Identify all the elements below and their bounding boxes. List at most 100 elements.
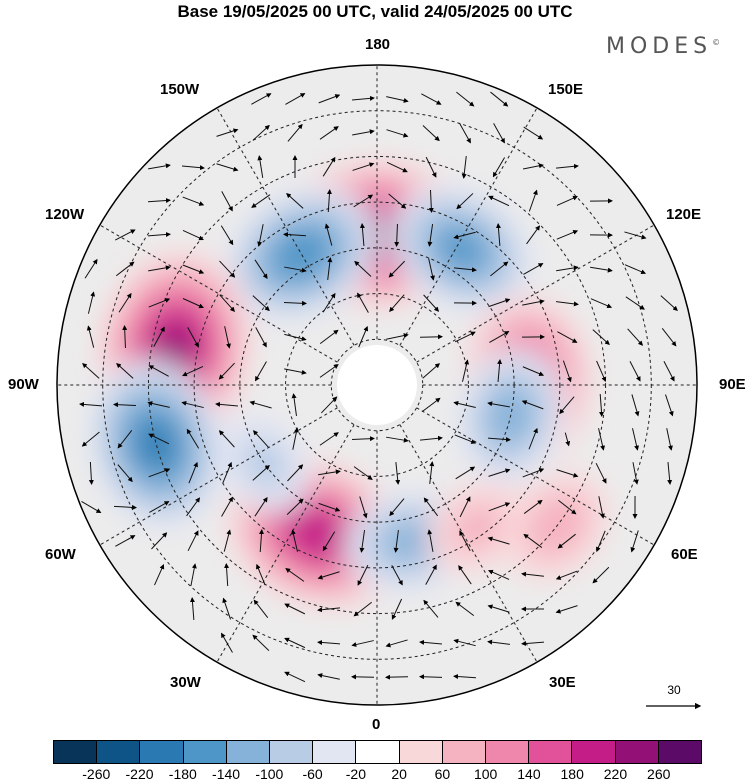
wind-arrow-icon (257, 155, 264, 178)
wind-arrow-icon (660, 295, 678, 311)
wind-arrow-icon (253, 599, 269, 618)
wind-arrow-icon (455, 466, 476, 480)
wind-arrow-icon (115, 261, 135, 277)
wind-arrow-icon (422, 125, 440, 142)
wind-arrow-icon (149, 501, 170, 513)
wind-arrow-icon (148, 265, 171, 272)
wind-arrow-icon (427, 224, 434, 247)
wind-arrow-icon (118, 292, 132, 313)
wind-arrow-icon (292, 427, 299, 450)
wind-arrow-icon (453, 231, 476, 240)
wind-arrow-icon (556, 195, 578, 206)
wind-arrow-icon (522, 163, 544, 170)
lon-label-30e: 30E (549, 674, 576, 691)
wind-arrow-icon (251, 194, 271, 208)
wind-arrow-icon (556, 301, 579, 307)
wind-arrow-icon (627, 328, 644, 346)
wind-arrow-icon (287, 123, 303, 142)
wind-arrow-icon (388, 193, 407, 209)
wind-arrow-icon (252, 430, 269, 448)
reference-vector-label: 30 (667, 683, 681, 697)
wind-arrow-icon (285, 93, 306, 105)
positive-anomaly-contour (288, 509, 346, 558)
wind-arrow-icon (284, 333, 307, 342)
wind-arrow-icon (255, 327, 267, 348)
wind-arrow-icon (283, 232, 307, 238)
colorbar-swatch (313, 741, 357, 763)
wind-arrow-icon (284, 368, 307, 375)
latitude-circle (193, 201, 561, 569)
wind-arrow-icon (151, 532, 168, 550)
wind-arrow-icon (453, 400, 476, 409)
wind-arrow-icon (596, 360, 607, 382)
wind-arrow-icon (629, 360, 641, 382)
wind-arrow-icon (488, 502, 511, 512)
wind-arrow-icon (522, 299, 545, 306)
wind-arrow-icon (287, 464, 304, 482)
wind-arrow-icon (222, 597, 232, 620)
wind-arrow-icon (419, 334, 443, 340)
wind-arrow-icon (117, 430, 133, 449)
wind-arrow-icon (148, 298, 171, 308)
wind-arrow-icon (147, 197, 171, 203)
wind-arrow-icon (630, 530, 639, 553)
meridian-line (99, 407, 338, 546)
colorbar-swatch (54, 741, 98, 763)
wind-arrow-icon (324, 223, 333, 246)
lon-label-150e: 150E (548, 81, 584, 98)
wind-arrow-icon (528, 189, 538, 212)
wind-arrow-icon (222, 461, 233, 484)
wind-arrow-icon (522, 366, 545, 377)
wind-arrow-icon (353, 194, 374, 208)
colorbar-tick-label: -260 (82, 766, 111, 782)
wind-arrow-icon (555, 570, 578, 580)
wind-arrow-icon (488, 569, 510, 580)
wind-arrow-icon (88, 461, 94, 485)
wind-arrow-icon (590, 266, 613, 273)
negative-anomaly-contour (440, 230, 483, 269)
meridian-line (399, 107, 538, 346)
wind-arrow-icon (425, 156, 437, 178)
wind-arrow-icon (521, 641, 545, 647)
wind-arrow-icon (456, 193, 474, 210)
wind-arrow-icon (252, 124, 270, 141)
wind-arrow-icon (497, 359, 503, 383)
wind-arrow-icon (421, 397, 441, 413)
lon-label-0: 0 (372, 716, 381, 733)
wind-arrow-icon (395, 462, 401, 485)
wind-arrow-icon (256, 563, 266, 586)
wind-arrow-icon (286, 498, 304, 516)
wind-arrow-icon (353, 466, 373, 480)
colorbar-swatch (529, 741, 573, 763)
wind-arrow-icon (423, 599, 439, 618)
wind-arrow-icon (181, 400, 204, 409)
colorbar-swatch (442, 741, 487, 763)
wind-arrow-icon (215, 401, 238, 407)
meridian-line (416, 407, 655, 546)
wind-arrow-icon (216, 128, 239, 137)
wind-arrow-icon (385, 639, 408, 648)
map-disk (57, 65, 697, 705)
wind-arrow-icon (459, 530, 471, 551)
colorbar-swatch (140, 741, 184, 763)
wind-arrow-icon (352, 162, 375, 171)
wind-arrow-icon (319, 432, 339, 446)
wind-arrow-icon (113, 402, 137, 408)
positive-anomaly-contour (156, 326, 193, 372)
wind-arrow-icon (592, 329, 610, 346)
wind-arrow-icon (254, 496, 268, 517)
wind-arrow-icon (252, 295, 270, 312)
wind-arrow-icon (487, 437, 511, 443)
colorbar-swatch (572, 741, 616, 763)
colorbar-swatch (658, 741, 702, 763)
wind-arrow-icon (459, 496, 471, 518)
wind-arrow-icon (454, 331, 476, 343)
wind-arrow-icon (318, 94, 341, 104)
wind-arrow-icon (223, 529, 232, 552)
wind-arrow-icon (454, 434, 477, 444)
wind-arrow-icon (352, 95, 375, 101)
wind-arrow-icon (284, 671, 306, 683)
wind-arrow-icon (285, 568, 305, 582)
wind-arrow-icon (87, 291, 96, 314)
colorbar-tick-label: -100 (255, 766, 284, 782)
